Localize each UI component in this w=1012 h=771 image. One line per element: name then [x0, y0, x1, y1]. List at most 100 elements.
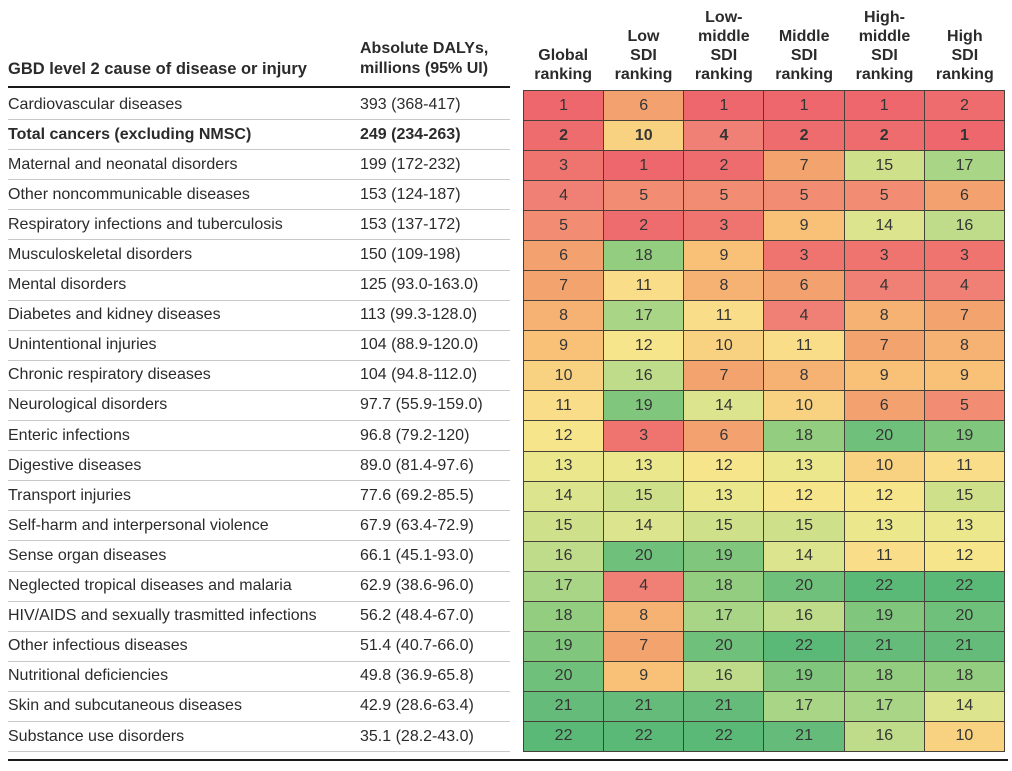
cause-label: Diabetes and kidney diseases	[8, 306, 221, 324]
column-header-global: Global ranking	[534, 47, 593, 83]
table-row: Enteric infections 96.8 (79.2-120)	[8, 421, 510, 452]
column-header-high-sdi: High SDI ranking	[935, 28, 994, 83]
cause-label: Unintentional injuries	[8, 336, 157, 354]
rank-cell: 13	[764, 451, 844, 481]
cause-label: Skin and subcutaneous diseases	[8, 697, 242, 715]
bottom-rule	[8, 759, 1008, 761]
table-row: HIV/AIDS and sexually trasmitted infecti…	[8, 602, 510, 632]
rank-cell: 11	[844, 541, 924, 571]
dalys-header-line1: Absolute DALYs,	[360, 40, 489, 57]
rank-cell: 15	[764, 511, 844, 541]
dalys-value: 104 (94.8-112.0)	[360, 366, 478, 384]
rank-cell: 17	[684, 601, 764, 631]
cause-label: Respiratory infections and tuberculosis	[8, 215, 283, 233]
dalys-value: 62.9 (38.6-96.0)	[360, 577, 474, 595]
dalys-value: 66.1 (45.1-93.0)	[360, 546, 474, 564]
rank-cell: 20	[684, 631, 764, 661]
cause-label: Mental disorders	[8, 276, 127, 294]
rank-cell: 22	[924, 571, 1004, 601]
cause-label: Cardiovascular diseases	[8, 95, 183, 113]
column-header-low-middle-sdi: Low-middle SDI ranking	[694, 9, 753, 83]
table-row: Digestive diseases 89.0 (81.4-97.6)	[8, 451, 510, 482]
cause-label: Other noncommunicable diseases	[8, 185, 250, 203]
table-row: Total cancers (excluding NMSC) 249 (234-2…	[8, 120, 510, 151]
rank-cell: 21	[844, 631, 924, 661]
rank-cell: 2	[764, 121, 844, 151]
cause-label: Musculoskeletal disorders	[8, 246, 193, 264]
cause-label: HIV/AIDS and sexually trasmitted infecti…	[8, 607, 317, 625]
rank-cell: 2	[524, 121, 604, 151]
rank-cell: 14	[924, 691, 1004, 721]
ranking-headers: Global ranking Low SDI ranking Low-middle SDI r…	[523, 0, 1005, 88]
rank-cell: 5	[524, 211, 604, 241]
table-row: Unintentional injuries 104 (88.9-120.0)	[8, 331, 510, 361]
rank-cell: 4	[604, 571, 684, 601]
rank-cell: 20	[924, 601, 1004, 631]
dalys-value: 77.6 (69.2-85.5)	[360, 486, 474, 504]
rank-cell: 15	[684, 511, 764, 541]
rank-cell: 10	[524, 361, 604, 391]
rank-cell: 18	[604, 241, 684, 271]
rank-cell: 16	[844, 721, 924, 751]
table-row: Sense organ diseases 66.1 (45.1-93.0)	[8, 541, 510, 572]
cause-label: Total cancers (excluding NMSC)	[8, 125, 252, 143]
rank-cell: 4	[684, 121, 764, 151]
table-row: Transport injuries 77.6 (69.2-85.5)	[8, 481, 510, 512]
cause-label: Digestive diseases	[8, 456, 142, 474]
table-row: Diabetes and kidney diseases 113 (99.3-12…	[8, 301, 510, 331]
rank-cell: 22	[684, 721, 764, 751]
rank-cell: 10	[924, 721, 1004, 751]
table-row: Neurological disorders 97.7 (55.9-159.0)	[8, 391, 510, 422]
header-rule	[8, 86, 510, 88]
dalys-value: 153 (124-187)	[360, 185, 461, 203]
rank-cell: 2	[604, 211, 684, 241]
dalys-value: 35.1 (28.2-43.0)	[360, 727, 474, 745]
rank-cell: 2	[684, 151, 764, 181]
column-header-middle-sdi: Middle SDI ranking	[775, 28, 834, 83]
rank-cell: 4	[924, 271, 1004, 301]
rank-cell: 17	[604, 301, 684, 331]
rank-cell: 1	[524, 91, 604, 121]
dalys-value: 153 (137-172)	[360, 215, 461, 233]
cause-label: Maternal and neonatal disorders	[8, 155, 238, 173]
rank-cell: 13	[844, 511, 924, 541]
rank-cell: 11	[604, 271, 684, 301]
table-row: Respiratory infections and tuberculosis 1…	[8, 210, 510, 241]
table-row: Neglected tropical diseases and malaria 6…	[8, 572, 510, 602]
dalys-column-header: Absolute DALYs, millions (95% UI)	[360, 0, 510, 86]
column-header-high-middle-sdi: High-middle SDI ranking	[855, 9, 914, 83]
rank-cell: 13	[684, 481, 764, 511]
table-row: Skin and subcutaneous diseases 42.9 (28.6…	[8, 692, 510, 722]
rank-cell: 16	[764, 601, 844, 631]
rank-cell: 19	[604, 391, 684, 421]
table-row: Maternal and neonatal disorders 199 (172-…	[8, 150, 510, 181]
rank-cell: 21	[604, 691, 684, 721]
rank-cell: 5	[684, 181, 764, 211]
cause-label: Self-harm and interpersonal violence	[8, 516, 269, 534]
rank-cell: 18	[524, 601, 604, 631]
rank-cell: 5	[844, 181, 924, 211]
rank-cell: 21	[924, 631, 1004, 661]
rank-cell: 9	[684, 241, 764, 271]
rank-cell: 6	[604, 91, 684, 121]
rank-cell: 12	[684, 451, 764, 481]
dalys-value: 96.8 (79.2-120)	[360, 426, 470, 444]
rank-cell: 19	[684, 541, 764, 571]
rank-cell: 8	[524, 301, 604, 331]
rank-cell: 5	[924, 391, 1004, 421]
rank-cell: 12	[844, 481, 924, 511]
cause-label: Enteric infections	[8, 426, 130, 444]
rank-cell: 20	[524, 661, 604, 691]
rank-cell: 9	[844, 361, 924, 391]
rank-cell: 21	[764, 721, 844, 751]
rank-cell: 11	[524, 391, 604, 421]
rank-cell: 12	[924, 541, 1004, 571]
rank-cell: 5	[604, 181, 684, 211]
rank-cell: 18	[924, 661, 1004, 691]
rank-cell: 3	[684, 211, 764, 241]
rank-cell: 3	[844, 241, 924, 271]
table-row: Substance use disorders 35.1 (28.2-43.0)	[8, 722, 510, 753]
table-row: Chronic respiratory diseases 104 (94.8-11…	[8, 361, 510, 391]
dalys-value: 42.9 (28.6-63.4)	[360, 697, 474, 715]
rank-cell: 4	[844, 271, 924, 301]
